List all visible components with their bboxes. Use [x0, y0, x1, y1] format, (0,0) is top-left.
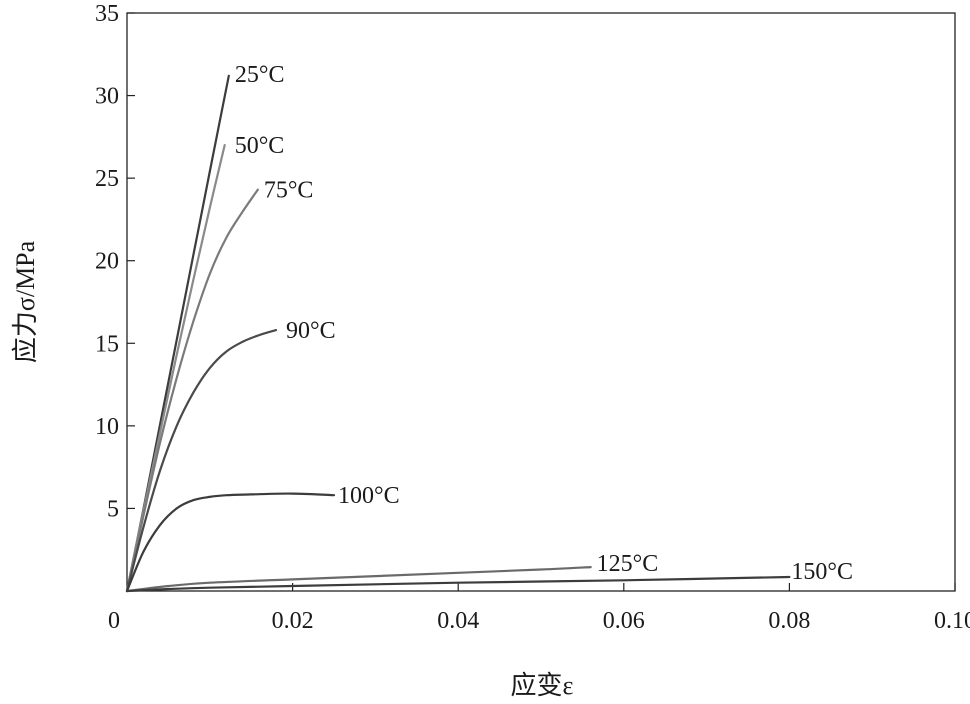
y-tick-label: 5 — [107, 496, 119, 522]
y-axis-title: 应力σ/MPa — [11, 240, 40, 363]
series-label-25c: 25°C — [235, 62, 285, 88]
y-tick-label: 20 — [95, 249, 119, 275]
y-tick-label: 10 — [95, 414, 119, 440]
series-line-125c — [125, 566, 592, 593]
x-axis-title: 应变ε — [511, 671, 574, 700]
series-line-100c — [125, 492, 336, 593]
series-line-150c — [125, 575, 791, 593]
x-tick-label: 0.02 — [272, 608, 314, 634]
y-tick-label: 25 — [95, 166, 119, 192]
x-tick-label: 0.06 — [603, 608, 645, 634]
x-tick-label: 0.10 — [934, 608, 970, 634]
series-line-75c — [125, 188, 259, 593]
series-line-90c — [125, 329, 278, 593]
series-label-150c: 150°C — [791, 559, 853, 585]
y-tick-label: 35 — [95, 1, 119, 27]
y-tick-label: 30 — [95, 84, 119, 110]
series-label-75c: 75°C — [264, 178, 314, 204]
plot-frame — [126, 12, 956, 592]
series-label-90c: 90°C — [286, 318, 336, 344]
series-label-100c: 100°C — [338, 483, 400, 509]
series-label-125c: 125°C — [597, 551, 659, 577]
y-tick-label: 15 — [95, 331, 119, 357]
series-label-50c: 50°C — [235, 133, 285, 159]
origin-tick-label: 0 — [108, 608, 120, 634]
x-tick-label: 0.04 — [437, 608, 479, 634]
x-tick-label: 0.08 — [768, 608, 810, 634]
